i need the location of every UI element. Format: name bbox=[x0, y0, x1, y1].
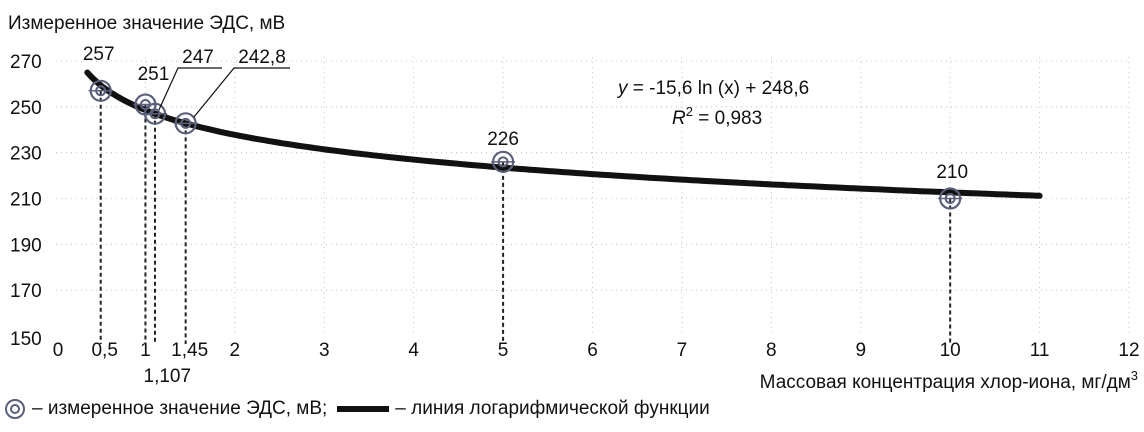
data-point-inner bbox=[497, 156, 509, 168]
x-tick-label-extra: 0,5 bbox=[91, 340, 117, 361]
data-point-inner bbox=[944, 193, 956, 204]
x-tick-label: 0 bbox=[53, 340, 64, 361]
x-tick-label: 8 bbox=[766, 340, 777, 361]
data-point bbox=[491, 150, 515, 173]
data-point bbox=[939, 187, 962, 210]
chart-svg: Измеренное значение ЭДС, мВ2702502302101… bbox=[8, 13, 1140, 393]
legend-line-label: – линия логарифмической функции bbox=[395, 398, 710, 419]
x-tick-label: 2 bbox=[230, 340, 241, 361]
legend-marker-label: – измеренное значение ЭДС, мВ; bbox=[32, 398, 328, 419]
y-tick-label: 170 bbox=[10, 281, 42, 302]
x-tick-label-extra: 1,45 bbox=[171, 340, 208, 361]
point-label: 226 bbox=[487, 129, 519, 150]
x-tick-label: 5 bbox=[498, 340, 509, 361]
grid bbox=[56, 57, 1130, 336]
leader-line bbox=[193, 67, 290, 118]
legend-marker-icon bbox=[5, 399, 25, 419]
data-point bbox=[143, 102, 167, 125]
fit-curve bbox=[84, 69, 1043, 199]
y-tick-label: 190 bbox=[10, 235, 42, 256]
data-point bbox=[89, 79, 112, 102]
y-tick-label: 230 bbox=[10, 144, 42, 165]
x-tick-label: 4 bbox=[408, 340, 419, 361]
x-tick-label: 10 bbox=[940, 340, 961, 361]
point-label: 247 bbox=[182, 47, 214, 68]
leader-line bbox=[158, 67, 222, 110]
x-tick-label: 6 bbox=[587, 340, 598, 361]
x-axis-title: Массовая концентрация хлор-иона, мг/дм3 bbox=[760, 368, 1138, 393]
point-label: 242,8 bbox=[238, 47, 286, 68]
data-point-inner bbox=[180, 117, 192, 129]
y-axis-title: Измеренное значение ЭДС, мВ bbox=[8, 13, 285, 34]
r-squared: R2 = 0,983 bbox=[672, 104, 762, 129]
y-tick-label: 210 bbox=[10, 190, 42, 211]
y-tick-label: 270 bbox=[10, 52, 42, 73]
x-tick-label: 3 bbox=[319, 340, 330, 361]
x-tick-label: 12 bbox=[1118, 340, 1139, 361]
data-point-inner bbox=[149, 108, 161, 120]
point-label: 257 bbox=[83, 44, 115, 65]
x-tick-label: 11 bbox=[1030, 340, 1050, 361]
y-tick-label: 150 bbox=[10, 329, 42, 350]
x-tick-label: 9 bbox=[855, 340, 866, 361]
data-point bbox=[174, 112, 197, 135]
legend-line-swatch bbox=[337, 406, 390, 412]
equation-line: y = -15,6 ln (x) + 248,6 bbox=[616, 78, 809, 99]
data-point-inner bbox=[95, 85, 107, 97]
point-label: 251 bbox=[138, 64, 170, 85]
x-tick-label: 7 bbox=[677, 340, 688, 361]
x-tick-label: 1 bbox=[140, 340, 151, 361]
x-tick-label-extra: 1,107 bbox=[144, 366, 192, 387]
y-tick-label: 250 bbox=[10, 98, 42, 119]
point-label: 210 bbox=[936, 162, 968, 183]
legend: – измеренное значение ЭДС, мВ; – линия л… bbox=[4, 398, 710, 420]
